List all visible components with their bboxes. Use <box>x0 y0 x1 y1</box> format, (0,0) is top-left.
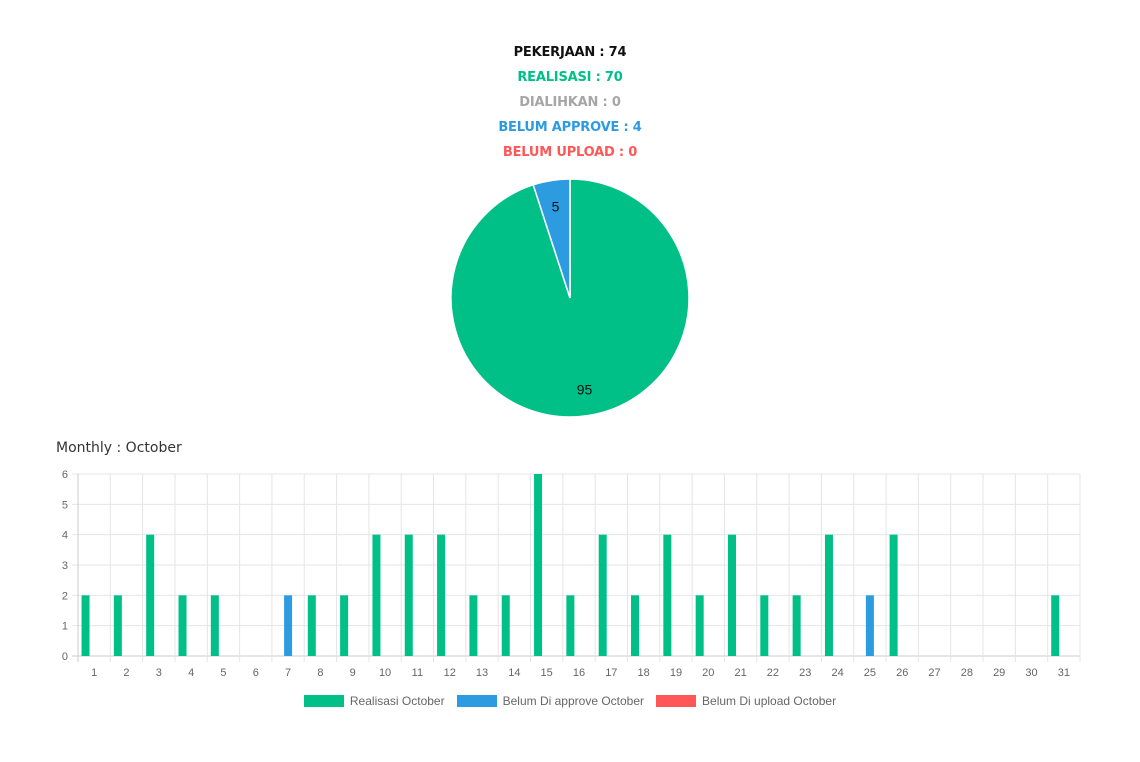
x-tick-label: 8 <box>317 667 323 679</box>
bar <box>727 534 736 656</box>
x-tick-label: 12 <box>444 667 456 679</box>
legend-swatch <box>656 695 697 707</box>
x-tick-label: 21 <box>734 667 746 679</box>
bar <box>501 595 510 656</box>
legend-label: Belum Di approve October <box>502 694 645 708</box>
bar <box>534 474 543 656</box>
y-tick-label: 4 <box>62 530 68 542</box>
x-tick-label: 28 <box>961 667 973 679</box>
x-tick-label: 17 <box>605 667 617 679</box>
bar <box>81 595 90 656</box>
bar <box>469 595 478 656</box>
summary-stats: PEKERJAAN : 74 REALISASI : 70 DIALIHKAN … <box>0 40 1140 165</box>
bar <box>372 534 381 656</box>
x-tick-label: 31 <box>1058 667 1070 679</box>
x-tick-label: 4 <box>188 667 194 679</box>
x-tick-label: 13 <box>476 667 488 679</box>
x-tick-label: 26 <box>896 667 908 679</box>
pie-chart: 95 5 <box>450 178 690 418</box>
x-tick-label: 23 <box>799 667 811 679</box>
bar-legend: Realisasi October Belum Di approve Octobe… <box>0 694 1140 708</box>
bar <box>210 595 219 656</box>
y-tick-label: 0 <box>62 651 68 663</box>
bar <box>113 595 122 656</box>
y-tick-label: 3 <box>62 560 68 572</box>
legend-label: Realisasi October <box>349 694 445 708</box>
bar <box>695 595 704 656</box>
pie-slice <box>532 178 571 299</box>
bar <box>340 595 349 656</box>
stat-belum-upload: BELUM UPLOAD : 0 <box>502 145 638 160</box>
x-tick-label: 7 <box>285 667 291 679</box>
bar <box>631 595 640 656</box>
x-tick-label: 25 <box>864 667 876 679</box>
x-tick-label: 22 <box>767 667 779 679</box>
x-tick-label: 6 <box>253 667 259 679</box>
bar <box>865 595 874 656</box>
bar <box>404 534 413 656</box>
x-tick-label: 29 <box>993 667 1005 679</box>
x-tick-label: 19 <box>670 667 682 679</box>
monthly-title: Monthly : October <box>56 440 182 456</box>
x-tick-label: 18 <box>638 667 650 679</box>
x-tick-label: 27 <box>928 667 940 679</box>
stat-pekerjaan: PEKERJAAN : 74 <box>513 45 627 60</box>
x-tick-label: 1 <box>91 667 97 679</box>
x-tick-label: 24 <box>831 667 843 679</box>
bar <box>663 534 672 656</box>
bar <box>598 534 607 656</box>
legend-item[interactable]: Realisasi October <box>303 694 445 708</box>
y-tick-label: 6 <box>62 469 68 481</box>
x-tick-label: 16 <box>573 667 585 679</box>
bar <box>437 534 446 656</box>
x-tick-label: 10 <box>379 667 391 679</box>
x-tick-label: 2 <box>123 667 129 679</box>
y-tick-label: 2 <box>62 590 68 602</box>
x-tick-label: 5 <box>220 667 226 679</box>
x-tick-label: 3 <box>156 667 162 679</box>
legend-item[interactable]: Belum Di approve October <box>456 694 645 708</box>
bar <box>566 595 575 656</box>
bar <box>178 595 187 656</box>
bar <box>146 534 155 656</box>
bar <box>824 534 833 656</box>
bar <box>284 595 293 656</box>
bar <box>1051 595 1060 656</box>
x-tick-label: 20 <box>702 667 714 679</box>
pie-label: 5 <box>552 198 560 214</box>
bar <box>889 534 898 656</box>
stat-belum-approve: BELUM APPROVE : 4 <box>498 120 642 135</box>
legend-label: Belum Di upload October <box>702 694 837 708</box>
bar <box>307 595 316 656</box>
legend-swatch <box>303 695 344 707</box>
legend-swatch <box>456 695 497 707</box>
bar <box>792 595 801 656</box>
pie-label: 95 <box>577 382 593 398</box>
stat-realisasi: REALISASI : 70 <box>517 70 623 85</box>
legend-item[interactable]: Belum Di upload October <box>656 694 836 708</box>
x-tick-label: 30 <box>1025 667 1037 679</box>
x-tick-label: 11 <box>412 667 423 679</box>
x-tick-label: 9 <box>350 667 356 679</box>
y-tick-label: 5 <box>62 499 68 511</box>
y-tick-label: 1 <box>62 621 68 633</box>
x-tick-label: 14 <box>508 667 520 679</box>
bar <box>760 595 769 656</box>
stat-dialihkan: DIALIHKAN : 0 <box>519 95 621 110</box>
x-tick-label: 15 <box>541 667 553 679</box>
